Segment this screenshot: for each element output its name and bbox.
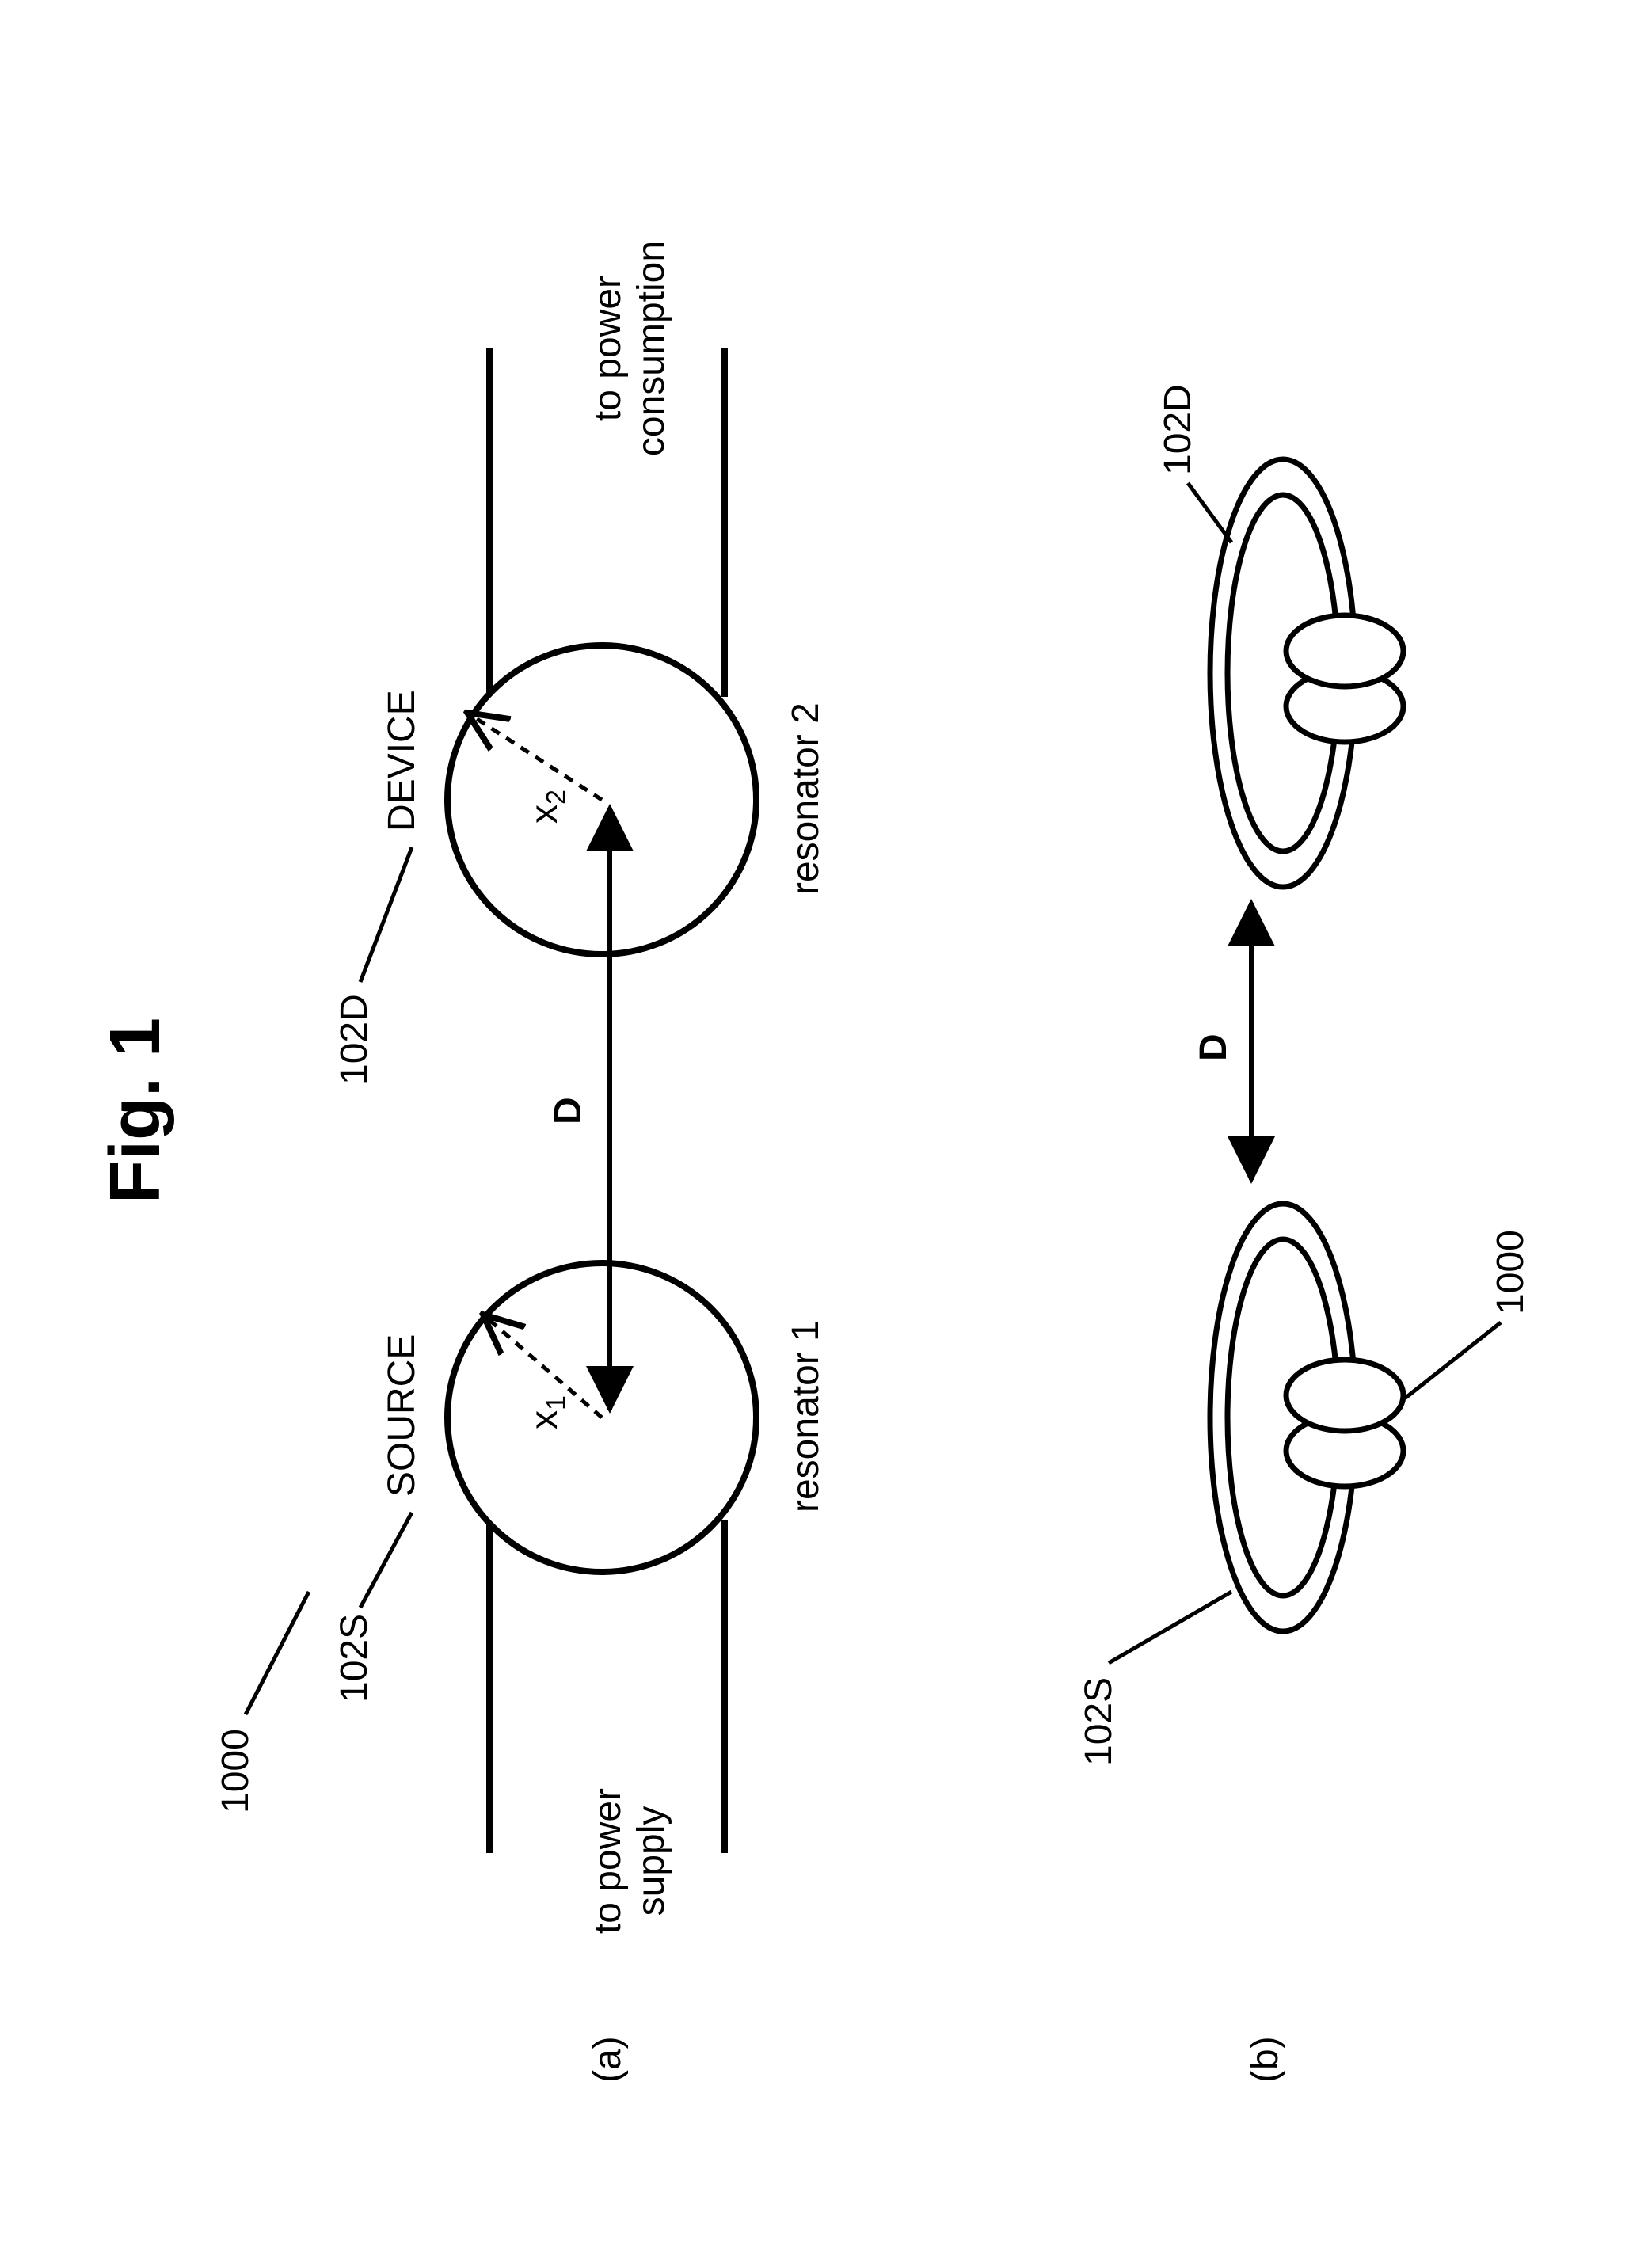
panel-b-label: (b) (1243, 2036, 1287, 2083)
panel-a-source-radius-label: x1 (523, 1395, 573, 1429)
panel-a-distance-label: D (546, 1097, 590, 1124)
panel-b-source-coil (1210, 1204, 1403, 1631)
panel-a-source-title: SOURCE (380, 1334, 424, 1497)
panel-a-source-lead-text: to power supply (586, 1774, 673, 1948)
panel-b-device-coil (1210, 459, 1403, 887)
panel-a-device-ref: 102D (333, 994, 376, 1085)
panel-b-source-ref: 102S (1077, 1677, 1121, 1766)
diagram-svg (0, 0, 1652, 2249)
panel-a-device-caption: resonator 2 (784, 702, 828, 895)
panel-b-system-ref: 1000 (1489, 1230, 1532, 1315)
panel-a-device-title: DEVICE (380, 690, 424, 831)
panel-a-device-radius-label: x2 (523, 790, 573, 824)
panel-a-source-ref: 102S (333, 1614, 376, 1703)
rotated-canvas: Fig. 1 (a) (b) 1000 102S SOURCE 102D DEV… (0, 0, 1652, 2249)
panel-a-system-ref: 1000 (214, 1729, 257, 1813)
panel-a-device-lead-text: to power consumption (586, 222, 673, 475)
panel-b-distance-label: D (1192, 1033, 1235, 1061)
panel-a-label: (a) (586, 2036, 630, 2083)
panel-b-device-ref: 102D (1156, 384, 1200, 475)
figure-title: Fig. 1 (95, 1018, 177, 1204)
panel-a-source-caption: resonator 1 (784, 1320, 828, 1513)
